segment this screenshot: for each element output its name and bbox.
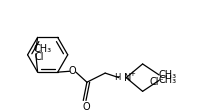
Text: CH₃: CH₃ [158,70,176,80]
Text: +: + [129,71,135,77]
Text: Cl: Cl [35,53,44,62]
Text: O: O [82,102,90,111]
Text: O: O [68,66,76,76]
Text: CH₃: CH₃ [158,75,176,85]
Text: N: N [124,73,132,83]
Text: H: H [114,73,121,82]
Text: CH₃: CH₃ [33,44,51,54]
Text: Cl⁻: Cl⁻ [150,77,165,87]
